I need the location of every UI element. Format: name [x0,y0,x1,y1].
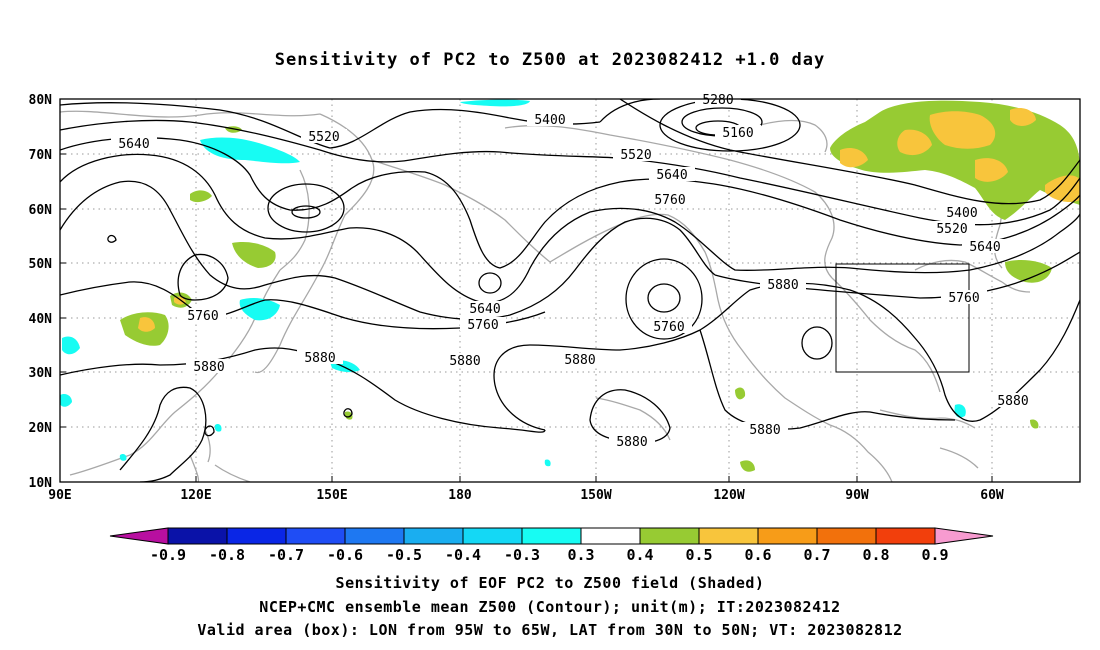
contour-label: 5640 [969,240,1000,255]
contour-label: 5880 [304,351,335,366]
contour-label: 5760 [467,318,498,333]
lat-label: 30N [29,366,53,381]
contour-label: 5760 [187,309,218,324]
colorbar-swatch [167,527,228,545]
lon-label: 90E [48,488,71,503]
contour-label: 5880 [749,423,780,438]
colorbar-swatch [816,527,877,545]
contour-label: 5640 [469,302,500,317]
colorbar-swatch [344,527,405,545]
lat-label: 20N [29,421,53,436]
contour-label: 5640 [118,137,149,152]
colorbar-label: 0.6 [744,546,771,564]
colorbar-label: -0.5 [386,546,422,564]
contour-label: 5400 [534,113,565,128]
contour-label: 5640 [656,168,687,183]
colorbar-label: 0.5 [685,546,712,564]
colorbar-label: 0.9 [921,546,948,564]
contour-label: 5520 [936,222,967,237]
colorbar-label: -0.3 [504,546,540,564]
lat-label: 60N [29,203,53,218]
axis-ticks [60,153,993,482]
colorbar-left-arrow [109,527,169,545]
lat-label: 50N [29,257,53,272]
lon-label: 120W [713,488,744,503]
colorbar-swatch [875,527,936,545]
colorbar-swatch [698,527,759,545]
contour-label: 5760 [653,320,684,335]
contour-label: 5280 [702,93,733,108]
colorbar-label: -0.4 [445,546,481,564]
lon-label: 180 [448,488,472,503]
colorbar-label: -0.9 [150,546,186,564]
lat-lon-gridlines [60,99,1080,482]
colorbar-swatch [639,527,700,545]
colorbar-swatch [757,527,818,545]
latitude-labels: 80N 70N 60N 50N 40N 30N 20N 10N [29,93,53,491]
lon-label: 120E [180,488,211,503]
longitude-labels: 90E 120E 150E 180 150W 120W 90W 60W [48,488,1004,503]
colorbar-label: -0.7 [268,546,304,564]
colorbar [109,527,994,545]
colorbar-swatch [226,527,287,545]
lat-label: 80N [29,93,53,108]
colorbar-right-arrow [934,527,994,545]
lon-label: 150E [316,488,347,503]
contour-label: 5880 [767,278,798,293]
contour-label: 5880 [616,435,647,450]
colorbar-swatch [285,527,346,545]
colorbar-swatch [462,527,523,545]
valid-area-box [835,263,970,373]
lon-label: 90W [845,488,869,503]
contour-label: 5880 [564,353,595,368]
contour-label: 5760 [948,291,979,306]
footer-shaded-description: Sensitivity of EOF PC2 to Z500 field (Sh… [335,574,765,592]
contour-label: 5880 [193,360,224,375]
sensitivity-shading [60,99,1080,472]
colorbar-label: 0.3 [567,546,594,564]
lat-label: 70N [29,148,53,163]
contour-labels: 5280 5160 5400 5520 5640 5520 5640 5760 … [111,92,1036,450]
contour-label: 5880 [449,354,480,369]
contour-label: 5400 [946,206,977,221]
lat-label: 10N [29,476,53,491]
lon-label: 60W [980,488,1004,503]
contour-label: 5520 [620,148,651,163]
lon-label: 150W [580,488,611,503]
footer-valid-area: Valid area (box): LON from 95W to 65W, L… [197,621,903,639]
contour-label: 5760 [654,193,685,208]
colorbar-swatch [403,527,464,545]
colorbar-label: -0.8 [209,546,245,564]
contour-label: 5160 [722,126,753,141]
colorbar-swatch [580,527,641,545]
colorbar-label: 0.7 [803,546,830,564]
colorbar-labels: -0.9 -0.8 -0.7 -0.6 -0.5 -0.4 -0.3 0.3 0… [150,546,949,564]
colorbar-swatch [521,527,582,545]
colorbar-label: 0.8 [862,546,889,564]
lat-label: 40N [29,312,53,327]
page-title: Sensitivity of PC2 to Z500 at 2023082412… [274,50,826,70]
contour-label: 5520 [308,130,339,145]
colorbar-label: 0.4 [626,546,653,564]
contour-label: 5880 [997,394,1028,409]
map-frame [59,98,1081,483]
colorbar-label: -0.6 [327,546,363,564]
footer-contour-description: NCEP+CMC ensemble mean Z500 (Contour); u… [259,598,841,616]
